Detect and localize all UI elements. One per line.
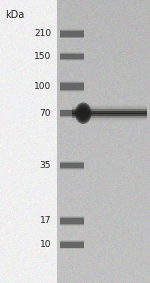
Bar bbox=[72, 106, 147, 107]
Bar bbox=[60, 110, 84, 116]
Bar bbox=[72, 105, 147, 106]
Bar bbox=[60, 29, 84, 38]
Bar bbox=[72, 120, 147, 121]
Text: 10: 10 bbox=[39, 240, 51, 249]
Bar bbox=[60, 110, 84, 117]
Bar bbox=[60, 161, 84, 170]
Bar bbox=[72, 109, 147, 110]
Bar bbox=[60, 81, 84, 92]
Bar bbox=[72, 107, 147, 108]
Bar bbox=[60, 163, 84, 168]
Bar bbox=[60, 242, 84, 248]
Bar bbox=[60, 31, 84, 37]
Ellipse shape bbox=[79, 107, 88, 119]
Text: 17: 17 bbox=[39, 216, 51, 225]
Bar bbox=[60, 53, 84, 60]
Bar bbox=[72, 116, 147, 117]
Bar bbox=[72, 108, 147, 109]
Bar bbox=[72, 119, 147, 120]
Bar bbox=[72, 107, 147, 108]
Bar bbox=[72, 105, 147, 106]
Text: 70: 70 bbox=[39, 109, 51, 118]
Bar bbox=[60, 241, 84, 248]
Bar bbox=[72, 106, 147, 107]
Bar bbox=[60, 240, 84, 249]
Bar bbox=[72, 115, 147, 116]
Bar bbox=[72, 104, 147, 105]
Bar bbox=[60, 52, 84, 61]
Bar bbox=[60, 83, 84, 90]
Bar bbox=[72, 121, 147, 122]
Bar bbox=[72, 112, 147, 113]
Bar bbox=[60, 216, 84, 226]
Bar bbox=[60, 109, 84, 118]
Bar bbox=[72, 114, 147, 115]
Ellipse shape bbox=[78, 106, 89, 121]
Bar bbox=[60, 218, 84, 224]
Bar bbox=[72, 117, 147, 118]
Bar bbox=[72, 119, 147, 120]
Bar bbox=[60, 217, 84, 225]
Bar bbox=[72, 120, 147, 121]
Bar bbox=[72, 109, 147, 110]
Bar bbox=[60, 54, 84, 59]
Bar bbox=[72, 108, 147, 109]
Text: 35: 35 bbox=[39, 161, 51, 170]
Bar bbox=[72, 110, 147, 111]
Text: 210: 210 bbox=[34, 29, 51, 38]
Bar bbox=[72, 113, 147, 114]
Text: kDa: kDa bbox=[5, 10, 25, 20]
Text: 150: 150 bbox=[34, 52, 51, 61]
Text: 100: 100 bbox=[34, 82, 51, 91]
Bar bbox=[72, 121, 147, 122]
Bar bbox=[72, 118, 147, 119]
Ellipse shape bbox=[75, 102, 92, 124]
Bar bbox=[72, 111, 147, 112]
Bar bbox=[72, 117, 147, 118]
Bar bbox=[72, 118, 147, 119]
Bar bbox=[60, 162, 84, 169]
Bar bbox=[60, 30, 84, 38]
Ellipse shape bbox=[80, 109, 87, 117]
Bar bbox=[60, 82, 84, 91]
Ellipse shape bbox=[76, 104, 90, 122]
